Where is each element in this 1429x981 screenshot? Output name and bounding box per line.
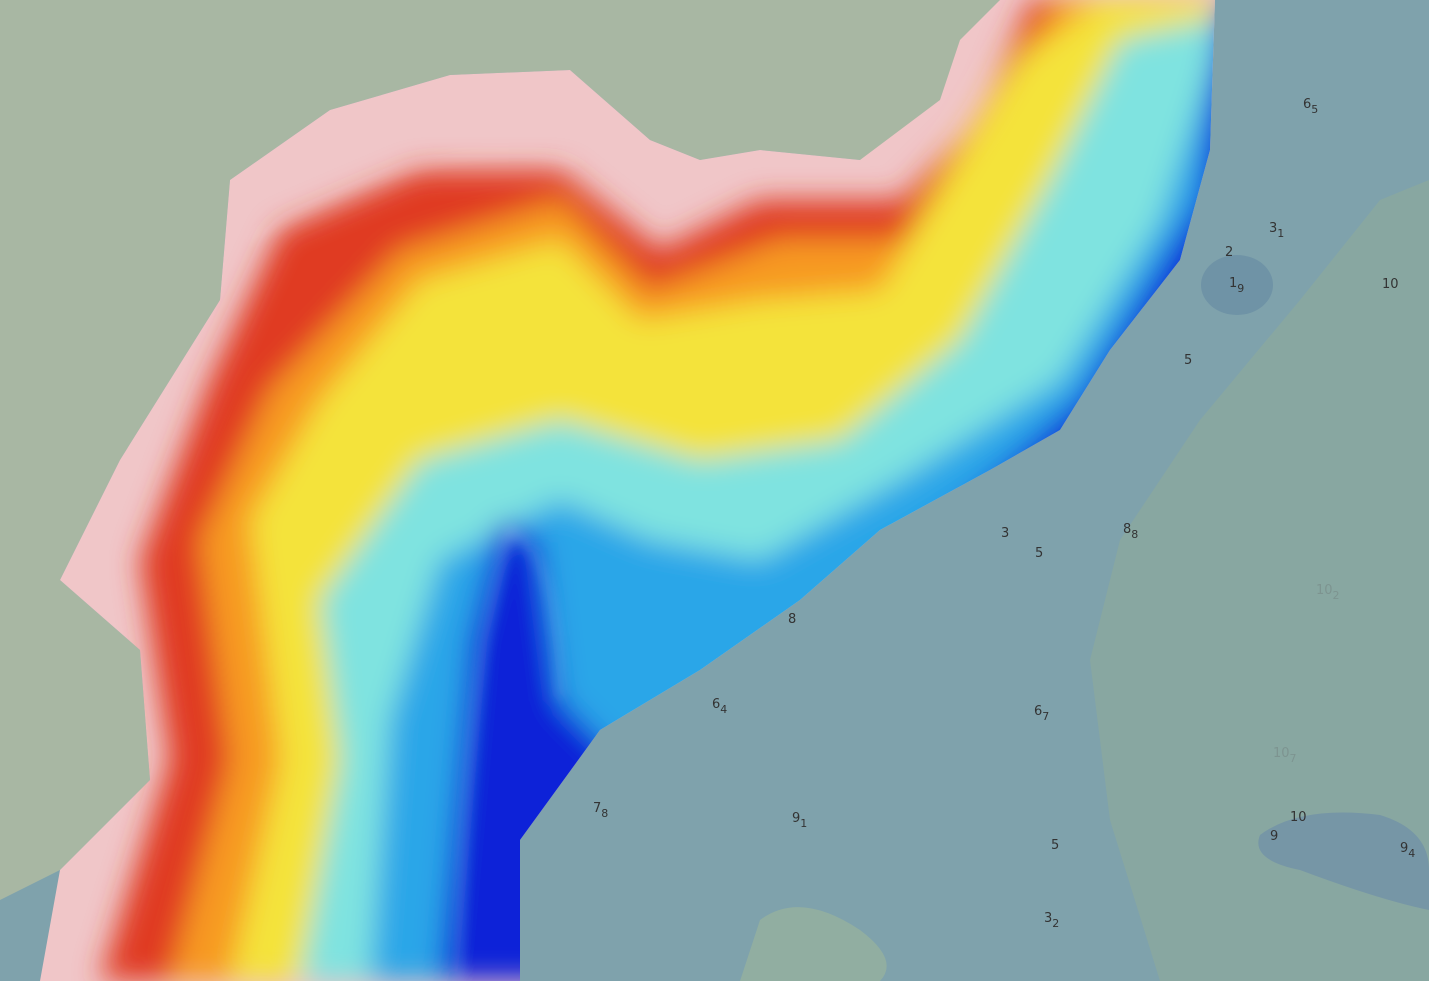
sounding: 65	[1303, 97, 1318, 116]
sounding-decimal: 7	[1290, 752, 1297, 765]
sounding-decimal: 8	[601, 807, 608, 820]
sounding: 64	[712, 697, 727, 716]
sounding-depth: 5	[1035, 546, 1043, 561]
sounding-depth: 3	[1044, 911, 1052, 926]
sounding-decimal: 1	[800, 817, 807, 830]
shoal	[740, 907, 887, 981]
sounding-decimal: 1	[1277, 227, 1284, 240]
sounding-decimal: 2	[1052, 917, 1059, 930]
sounding: 10	[1382, 277, 1399, 292]
sounding-depth: 9	[792, 811, 800, 826]
sounding-decimal: 7	[1042, 710, 1049, 723]
sounding: 31	[1269, 221, 1284, 240]
sounding-depth: 5	[1051, 838, 1059, 853]
land	[0, 0, 1000, 900]
sounding: 91	[792, 811, 807, 830]
sounding-depth: 7	[593, 801, 601, 816]
sounding-depth: 3	[1269, 221, 1277, 236]
sounding-depth: 9	[1270, 829, 1278, 844]
sounding: 19	[1229, 276, 1244, 295]
depression	[1201, 255, 1273, 315]
sounding-depth: 6	[712, 697, 720, 712]
sounding-decimal: 9	[1237, 282, 1244, 295]
sounding: 94	[1400, 841, 1415, 860]
sounding-depth: 6	[1303, 97, 1311, 112]
sounding: 5	[1184, 353, 1192, 368]
depression	[1258, 812, 1429, 910]
sounding-depth: 10	[1316, 583, 1333, 598]
sounding: 5	[1035, 546, 1043, 561]
sounding-depth: 1	[1229, 276, 1237, 291]
sounding: 8	[788, 612, 796, 627]
sounding-depth: 8	[1123, 522, 1131, 537]
sounding: 32	[1044, 911, 1059, 930]
sounding: 2	[1225, 245, 1233, 260]
sounding: 9	[1270, 829, 1278, 844]
sounding-depth: 5	[1184, 353, 1192, 368]
sounding-decimal: 4	[720, 703, 727, 716]
sounding-depth: 9	[1400, 841, 1408, 856]
sounding: 67	[1034, 704, 1049, 723]
sounding-depth: 10	[1290, 810, 1307, 825]
sounding-depth: 6	[1034, 704, 1042, 719]
sounding-depth: 3	[1001, 526, 1009, 541]
shallow-zone	[1090, 180, 1429, 981]
sounding: 10	[1290, 810, 1307, 825]
sounding-decimal: 5	[1311, 103, 1318, 116]
sounding: 102	[1316, 583, 1340, 602]
sounding-depth: 10	[1273, 746, 1290, 761]
sounding-decimal: 2	[1333, 589, 1340, 602]
sounding: 107	[1273, 746, 1297, 765]
sounding: 3	[1001, 526, 1009, 541]
sounding-decimal: 8	[1131, 528, 1138, 541]
sounding-depth: 8	[788, 612, 796, 627]
sounding-decimal: 4	[1408, 847, 1415, 860]
sounding: 5	[1051, 838, 1059, 853]
sounding: 78	[593, 801, 608, 820]
sounding-depth: 10	[1382, 277, 1399, 292]
sounding-depth: 2	[1225, 245, 1233, 260]
sounding: 88	[1123, 522, 1138, 541]
